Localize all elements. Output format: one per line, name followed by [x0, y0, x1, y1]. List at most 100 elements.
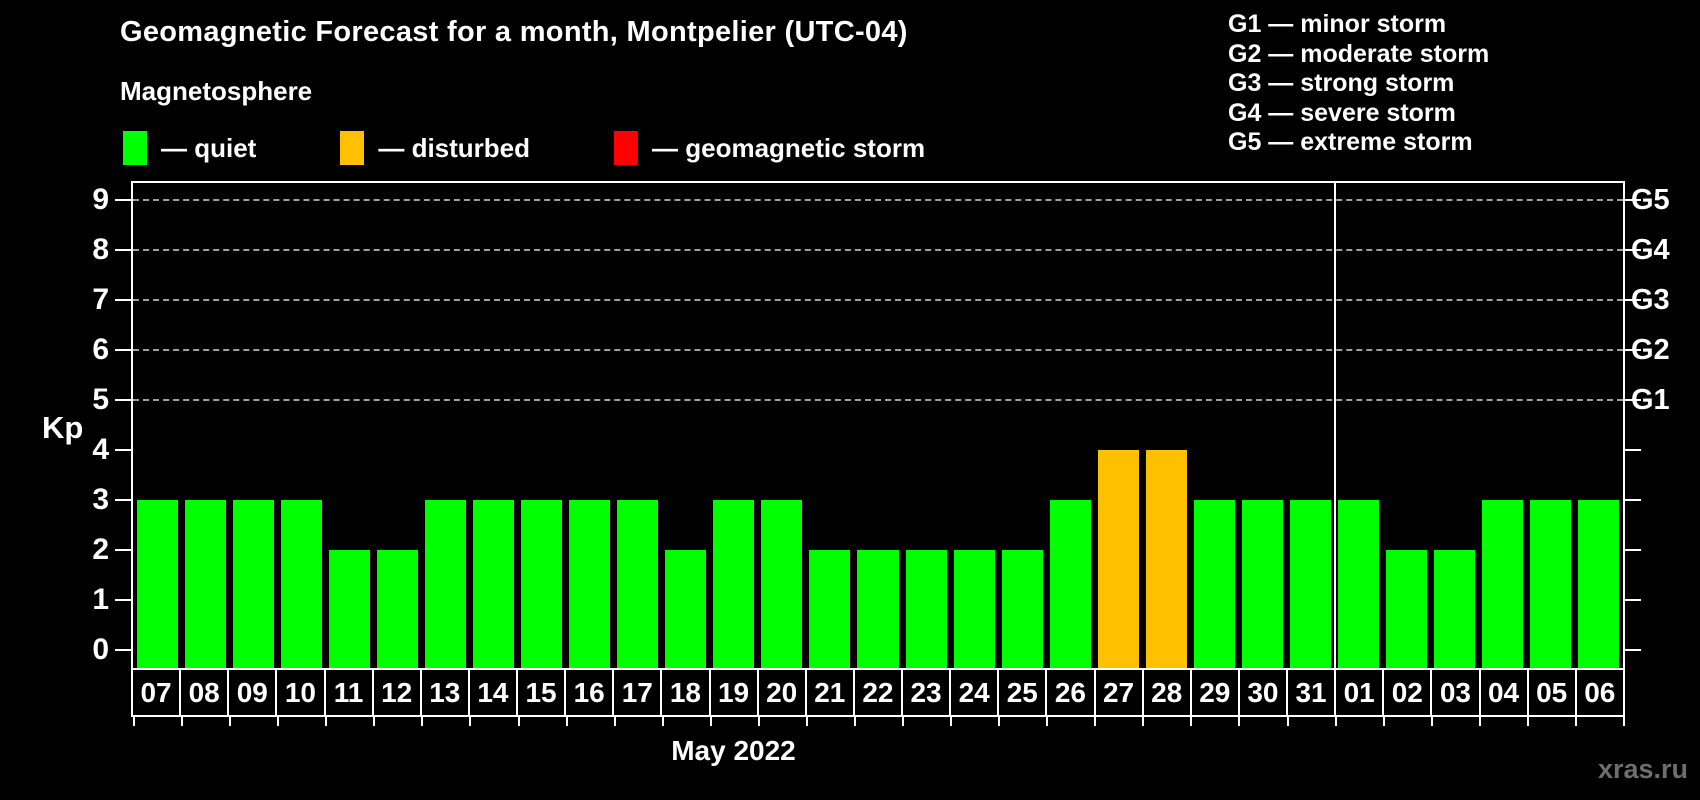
g-axis-label-g1: G1 [1631, 384, 1670, 416]
below-tick-1 [181, 717, 184, 726]
kp-bar-day-31 [1290, 500, 1332, 668]
month-separator-line [1333, 183, 1336, 668]
kp-bar-day-11 [328, 550, 370, 668]
y-tick-label-6: 6 [92, 333, 109, 366]
below-tick-4 [325, 717, 328, 726]
color-legend: — quiet — disturbed — geomagnetic storm [123, 131, 925, 165]
below-tick-24 [1286, 717, 1289, 726]
y-tick-left-2 [115, 549, 131, 551]
g4-legend-line: G4 — severe storm [1228, 98, 1456, 127]
kp-bar-day-18 [665, 550, 707, 668]
kp-bar-day-16 [569, 500, 611, 668]
below-tick-8 [517, 717, 520, 726]
kp-bar-day-19 [713, 500, 755, 668]
below-tick-13 [757, 717, 760, 726]
kp-bar-day-22 [857, 550, 899, 668]
below-tick-15 [853, 717, 856, 726]
kp-bar-day-02 [1386, 550, 1428, 668]
gridline-kp9 [133, 199, 1623, 201]
below-tick-30 [1574, 717, 1577, 726]
kp-bar-day-10 [280, 500, 322, 668]
y-tick-right-8 [1625, 249, 1641, 251]
day-label-13: 13 [422, 670, 470, 715]
day-label-21: 21 [807, 670, 855, 715]
day-label-03: 03 [1432, 670, 1481, 715]
legend-item-quiet: — quiet [123, 131, 256, 165]
day-label-09: 09 [229, 670, 278, 715]
kp-bar-day-09 [232, 500, 274, 668]
below-tick-12 [709, 717, 712, 726]
kp-bar-day-06 [1578, 500, 1620, 668]
legend-label-quiet: — quiet [161, 132, 257, 163]
y-tick-right-5 [1625, 399, 1641, 401]
day-label-29: 29 [1192, 670, 1240, 715]
day-label-22: 22 [855, 670, 903, 715]
kp-bar-day-24 [953, 550, 995, 668]
below-tick-23 [1238, 717, 1241, 726]
storm-color-swatch [614, 131, 639, 165]
day-label-31: 31 [1288, 670, 1337, 715]
below-tick-6 [421, 717, 424, 726]
g-scale-legend: G1 — minor storm G2 — moderate storm G3 … [1228, 10, 1489, 158]
below-tick-0 [133, 717, 135, 726]
y-tick-right-3 [1625, 499, 1641, 501]
below-tick-27 [1430, 717, 1433, 726]
legend-item-storm: — geomagnetic storm [614, 131, 925, 165]
day-axis-below-ticks [131, 717, 1625, 729]
g-axis-label-g3: G3 [1631, 284, 1670, 316]
legend-label-disturbed: — disturbed [378, 132, 531, 163]
kp-bar-day-14 [472, 500, 514, 668]
below-tick-16 [902, 717, 905, 726]
y-tick-left-6 [115, 349, 131, 351]
gridline-kp8 [133, 249, 1623, 251]
day-label-28: 28 [1144, 670, 1192, 715]
y-tick-right-9 [1625, 199, 1641, 201]
y-tick-right-4 [1625, 449, 1641, 451]
below-tick-28 [1478, 717, 1481, 726]
kp-bar-day-08 [184, 500, 226, 668]
y-tick-right-0 [1625, 649, 1641, 651]
below-tick-10 [613, 717, 616, 726]
day-label-02: 02 [1384, 670, 1433, 715]
day-label-18: 18 [662, 670, 711, 715]
below-tick-20 [1094, 717, 1097, 726]
day-label-07: 07 [133, 670, 182, 715]
kp-bar-day-25 [1001, 550, 1043, 668]
kp-bar-day-13 [424, 500, 466, 668]
y-tick-left-4 [115, 449, 131, 451]
g1-legend-line: G1 — minor storm [1228, 10, 1447, 38]
below-tick-31 [1623, 717, 1625, 726]
y-tick-left-1 [115, 599, 131, 601]
day-label-11: 11 [326, 670, 374, 715]
day-label-30: 30 [1240, 670, 1288, 715]
day-label-05: 05 [1529, 670, 1577, 715]
kp-bar-day-17 [617, 500, 659, 668]
g-axis-label-g5: G5 [1631, 184, 1670, 216]
day-label-01: 01 [1336, 670, 1385, 715]
quiet-color-swatch [123, 131, 147, 165]
y-tick-label-2: 2 [92, 533, 109, 566]
day-label-06: 06 [1577, 670, 1625, 715]
kp-bar-day-04 [1482, 500, 1524, 668]
below-tick-18 [998, 717, 1001, 726]
below-tick-17 [950, 717, 953, 726]
day-label-17: 17 [614, 670, 663, 715]
day-label-27: 27 [1096, 670, 1144, 715]
day-label-16: 16 [566, 670, 615, 715]
below-tick-29 [1526, 717, 1529, 726]
g5-legend-line: G5 — extreme storm [1228, 128, 1473, 156]
g2-legend-line: G2 — moderate storm [1228, 39, 1490, 68]
y-tick-label-7: 7 [92, 283, 109, 316]
below-tick-19 [1046, 717, 1049, 726]
y-tick-left-0 [115, 649, 131, 651]
y-tick-label-1: 1 [92, 583, 109, 616]
below-tick-5 [373, 717, 376, 726]
gridline-kp7 [133, 299, 1623, 301]
below-tick-3 [277, 717, 280, 726]
below-tick-9 [565, 717, 568, 726]
day-label-12: 12 [374, 670, 422, 715]
day-label-08: 08 [181, 670, 230, 715]
disturbed-color-swatch [340, 131, 365, 165]
below-tick-2 [229, 717, 232, 726]
